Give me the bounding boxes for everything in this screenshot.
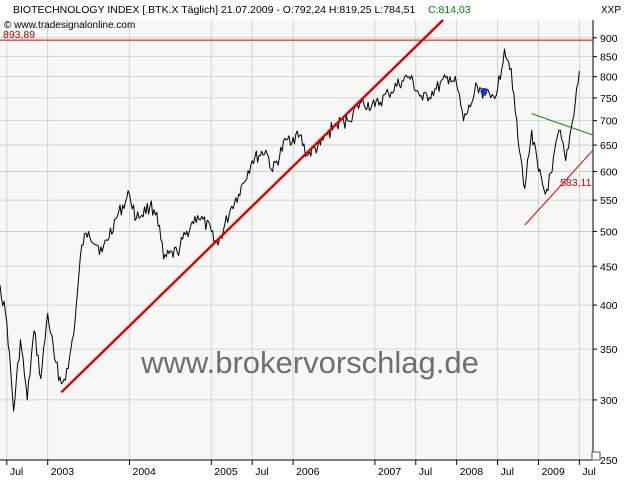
x-tick-label: 2007 bbox=[378, 466, 402, 478]
watermark: www.brokervorschlag.de bbox=[140, 345, 479, 380]
y-tick-label: 750 bbox=[600, 93, 618, 105]
x-tick-label: 2006 bbox=[296, 466, 320, 478]
plot-background bbox=[0, 20, 593, 460]
grid bbox=[0, 20, 593, 461]
trendline-lower-support bbox=[524, 149, 594, 226]
level-label: 893,89 bbox=[3, 29, 35, 41]
y-tick-label: 650 bbox=[600, 140, 618, 152]
x-tick-label: 2009 bbox=[541, 466, 565, 478]
price-series bbox=[0, 48, 580, 412]
y-axis: 250 300 350 400 450 500 550 600 650 700 750 800 850 9… bbox=[592, 20, 618, 467]
x-axis: Jul 2003 2004 2005 Jul 2006 2007 Jul 2008 Jul 2009… bbox=[0, 459, 596, 478]
x-tick-label: 2003 bbox=[51, 466, 75, 478]
x-tick-label: 2008 bbox=[460, 466, 484, 478]
x-tick-label: Jul bbox=[255, 466, 268, 478]
x-tick-label: 2005 bbox=[214, 466, 238, 478]
y-tick-label: 250 bbox=[600, 455, 618, 467]
trendline-upper-resistance bbox=[531, 113, 594, 136]
x-tick-label: Jul bbox=[419, 466, 432, 478]
trendline-main-uptrend bbox=[60, 19, 444, 394]
y-tick-label: 550 bbox=[600, 195, 618, 207]
scroll-handle[interactable] bbox=[591, 451, 601, 461]
close-value: C:814,03 bbox=[428, 4, 471, 16]
chart-title: BIOTECHNOLOGY INDEX [.BTK.X Täglich] 21.… bbox=[13, 4, 415, 16]
y-tick-label: 400 bbox=[600, 300, 618, 312]
copyright-label: © www.tradesignalonline.com bbox=[4, 20, 135, 31]
y-tick-label: 300 bbox=[600, 395, 618, 407]
y-tick-label: 450 bbox=[600, 261, 618, 273]
x-tick-label: Jul bbox=[582, 466, 595, 478]
overlays: 893,89 583,11 bbox=[0, 19, 594, 394]
y-tick-label: 600 bbox=[600, 166, 618, 178]
price-line bbox=[0, 48, 580, 412]
y-tick-label: 850 bbox=[600, 52, 618, 64]
y-tick-label: 800 bbox=[600, 72, 618, 84]
x-tick-label: Jul bbox=[10, 466, 23, 478]
support-value-label: 583,11 bbox=[560, 177, 591, 189]
x-tick-label: 2004 bbox=[133, 466, 157, 478]
y-tick-label: 900 bbox=[600, 33, 618, 45]
symbol-label: XXP bbox=[601, 5, 621, 16]
signal-marker bbox=[480, 87, 488, 95]
y-tick-label: 350 bbox=[600, 344, 618, 356]
y-tick-label: 700 bbox=[600, 116, 618, 128]
y-tick-label: 500 bbox=[600, 227, 618, 239]
x-tick-label: Jul bbox=[501, 466, 514, 478]
